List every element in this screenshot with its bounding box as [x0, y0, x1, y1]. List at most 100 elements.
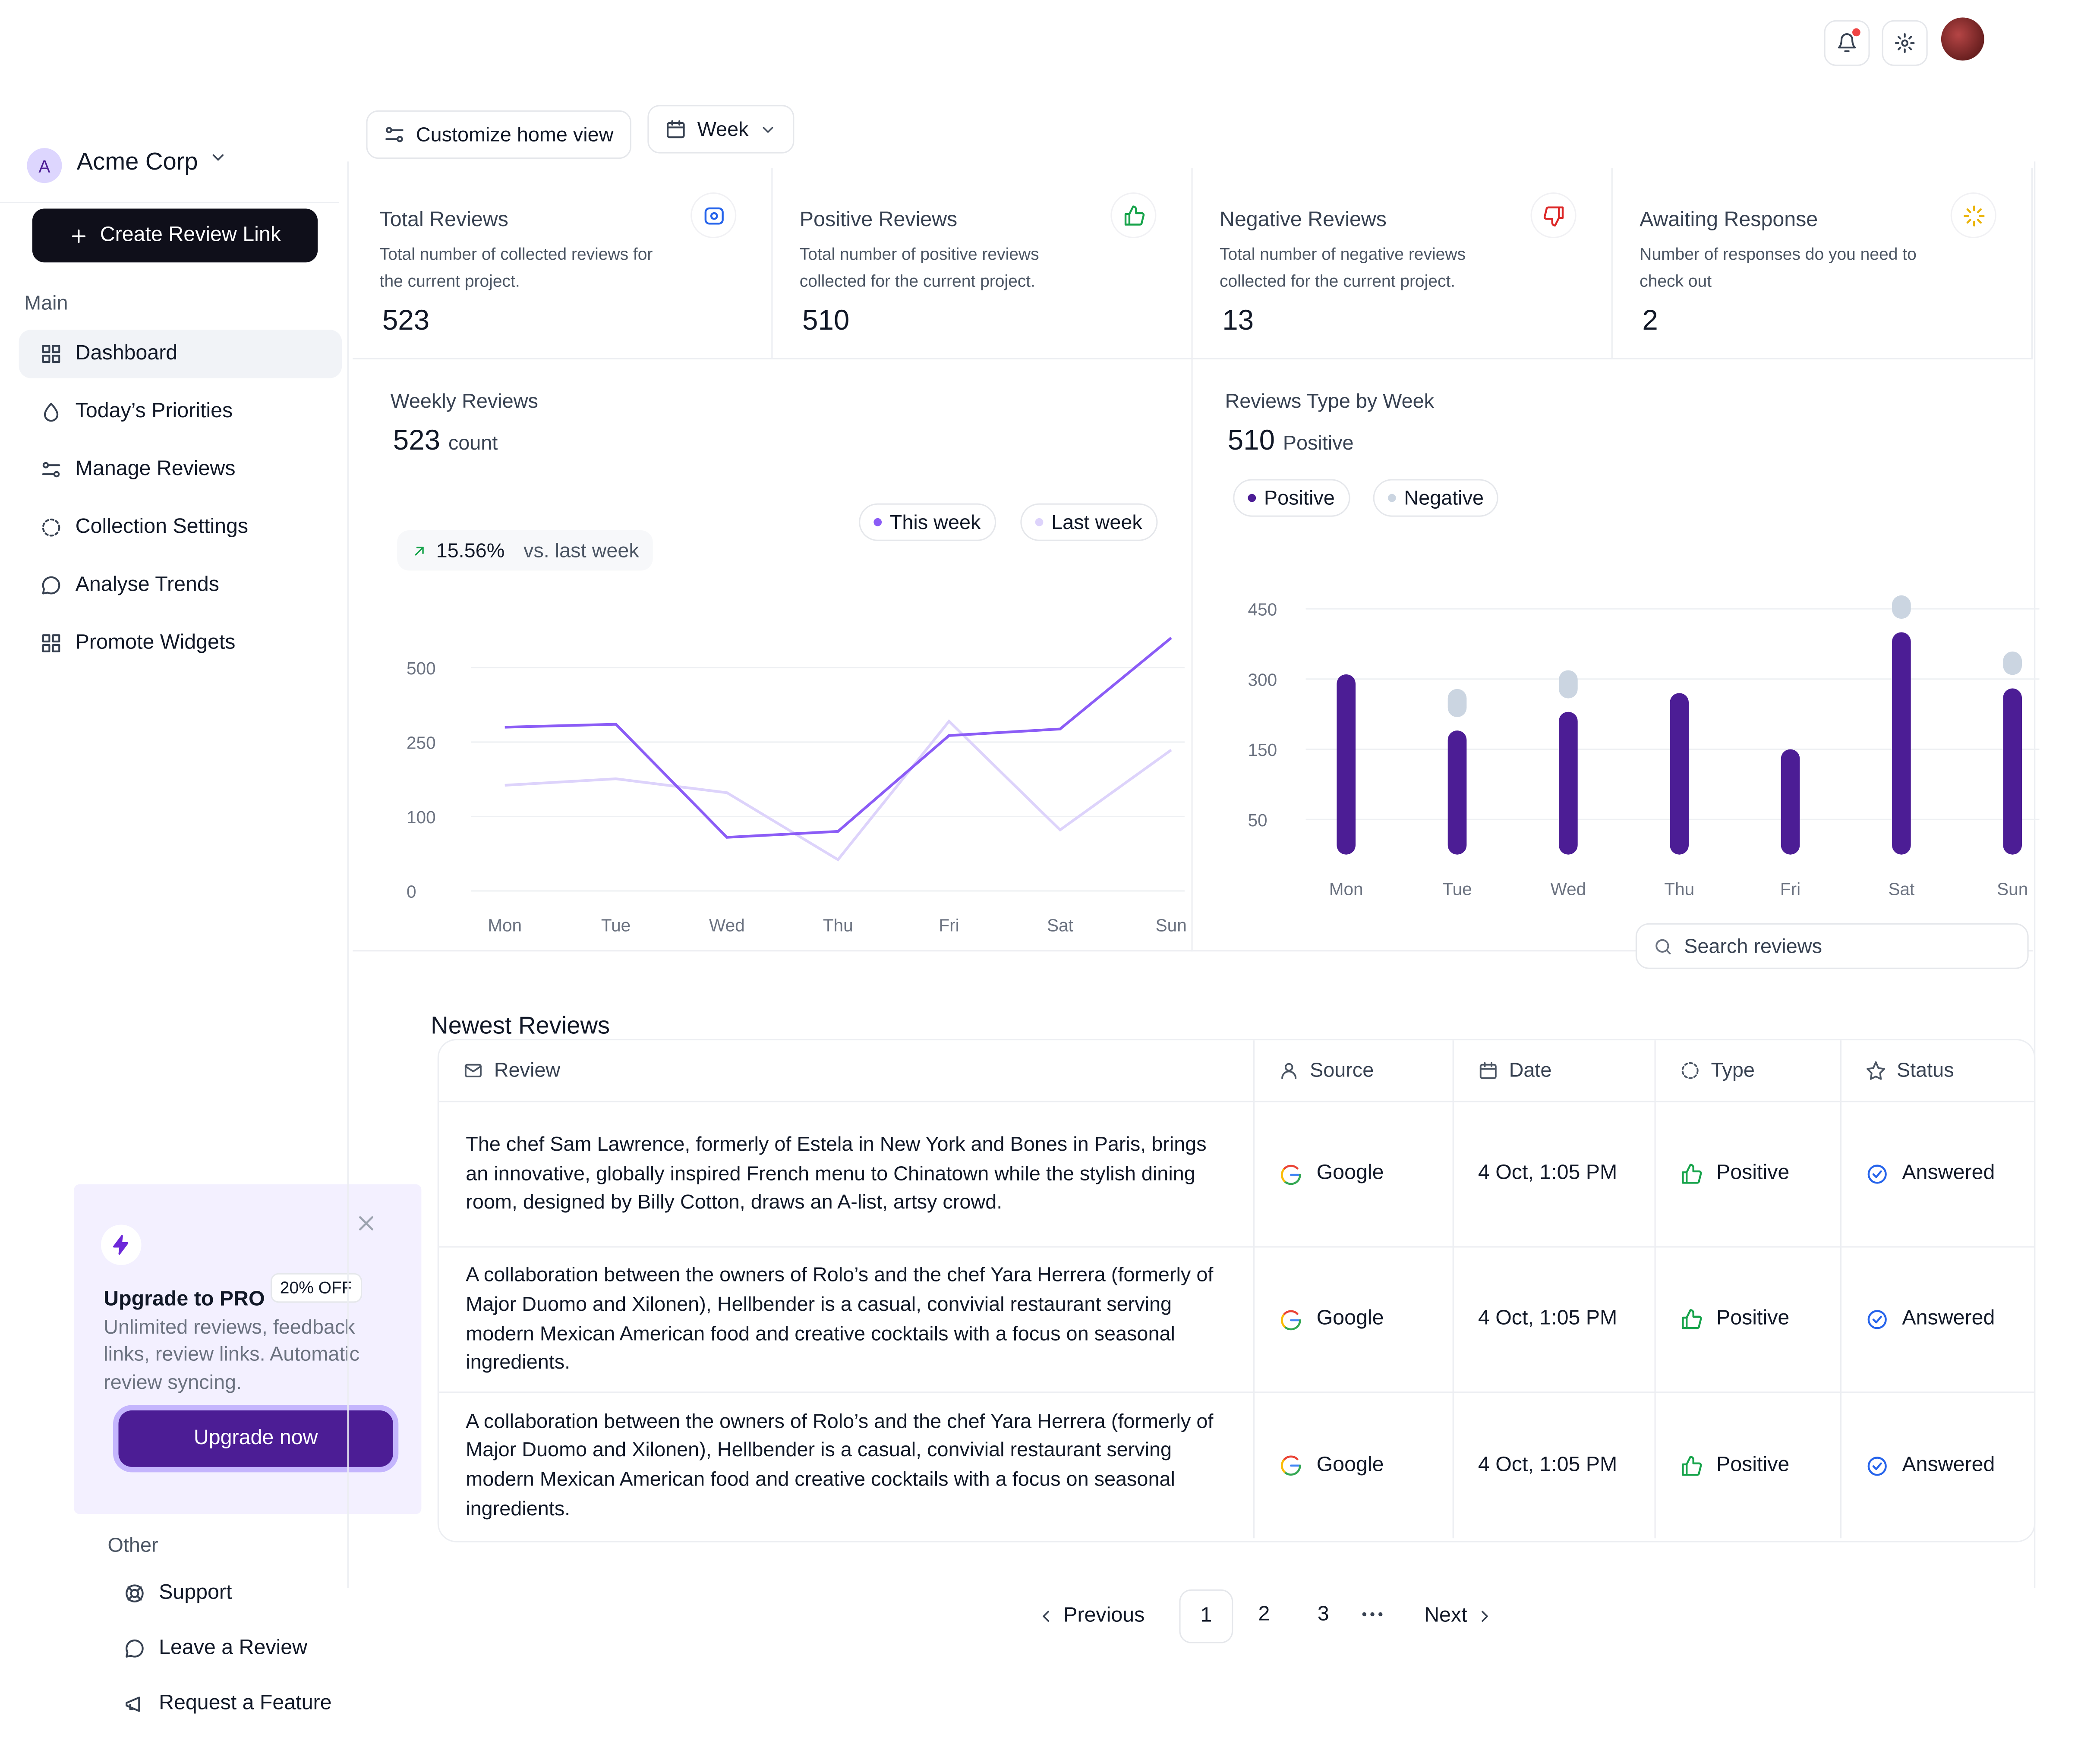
bar — [1447, 730, 1467, 855]
nav-item[interactable]: Analyse Trends — [19, 561, 342, 610]
legend-label: Negative — [1404, 486, 1484, 510]
workspace-name[interactable]: Acme Corp — [76, 148, 198, 175]
cell-text: Google — [1316, 1161, 1384, 1185]
page-button[interactable]: 3 — [1317, 1602, 1329, 1626]
icon-shape — [113, 1235, 129, 1255]
pagination-label: Previous — [1063, 1604, 1145, 1627]
stat-icon — [1110, 192, 1157, 239]
x-tick-label: Sun — [1156, 915, 1187, 935]
upgrade-button[interactable]: Upgrade now — [118, 1410, 393, 1467]
legend-item[interactable]: Positive — [1233, 479, 1350, 517]
icon-shape — [1838, 33, 1856, 49]
nav-item[interactable]: Dashboard — [19, 330, 342, 378]
avatar[interactable] — [1941, 17, 1984, 61]
cell-text: Google — [1316, 1307, 1384, 1330]
icon — [1838, 33, 1856, 52]
y-tick-label: 0 — [407, 882, 416, 902]
nav-item[interactable]: Support — [124, 1581, 232, 1605]
stat-value: 2 — [1642, 305, 1658, 337]
icon-shape — [126, 1696, 140, 1712]
legend-item[interactable]: Last week — [1020, 503, 1157, 541]
create-button[interactable]: Create Review Link — [32, 208, 318, 263]
bar — [1559, 670, 1578, 699]
nav-item[interactable]: Manage Reviews — [19, 445, 342, 494]
y-tick-label: 250 — [407, 733, 436, 753]
icon — [42, 518, 60, 537]
icon — [1543, 205, 1563, 226]
cell-text: Answered — [1902, 1161, 1995, 1185]
search-input[interactable]: Search reviews — [1635, 923, 2029, 969]
change-pill: 15.56% vs. last week — [397, 530, 653, 571]
legend-item[interactable]: Negative — [1373, 479, 1499, 517]
column-header: Date — [1452, 1040, 1655, 1102]
nav-label: Today’s Priorities — [75, 400, 233, 423]
nav-item[interactable]: Today’s Priorities — [19, 387, 342, 436]
x-tick-label: Sat — [1888, 879, 1914, 899]
icon-shape — [126, 1584, 144, 1602]
icon-shape — [1867, 1456, 1887, 1475]
icon-button[interactable] — [1882, 20, 1928, 66]
icon-shape — [1284, 1063, 1293, 1072]
headline-value: 510 — [1227, 425, 1275, 456]
icon-shape — [1901, 39, 1908, 47]
icon — [1281, 1455, 1301, 1476]
page-button[interactable]: 1 — [1179, 1589, 1233, 1643]
icon — [42, 576, 60, 595]
table-cell: Answered — [1840, 1393, 2034, 1539]
discount-badge: 20% OFF — [270, 1273, 362, 1303]
table-cell: The chef Sam Lawrence, formerly of Estel… — [438, 1102, 1253, 1248]
icon-shape — [52, 355, 60, 363]
column-label: Date — [1509, 1059, 1552, 1082]
legend-label: Positive — [1264, 486, 1335, 510]
nav-item[interactable]: Promote Widgets — [19, 619, 342, 667]
table-cell: Positive — [1654, 1393, 1840, 1539]
headline-unit: count — [448, 432, 498, 455]
legend-label: Last week — [1051, 510, 1142, 534]
table-cell: Google — [1253, 1247, 1453, 1393]
icon — [1655, 938, 1671, 954]
icon-shape — [1283, 1455, 1299, 1460]
change-label: vs. last week — [523, 539, 639, 562]
icon — [1963, 205, 1984, 226]
icon — [1281, 1309, 1301, 1330]
x-tick-label: Tue — [601, 915, 631, 935]
cell-text: Positive — [1716, 1161, 1790, 1185]
page-button[interactable]: 2 — [1258, 1602, 1270, 1626]
legend-swatch — [1248, 494, 1256, 502]
stat-title: Negative Reviews — [1219, 208, 1387, 232]
stat-description: Number of responses do you need to check… — [1640, 245, 1917, 291]
pagination-previous[interactable]: Previous — [1037, 1604, 1145, 1628]
pagination-next[interactable]: Next — [1424, 1604, 1494, 1628]
icon — [44, 403, 59, 422]
nav-item[interactable]: Request a Feature — [124, 1692, 332, 1716]
column-label: Review — [494, 1059, 561, 1082]
icon — [359, 1216, 373, 1231]
icon-shape — [42, 462, 49, 469]
icon — [1867, 1310, 1887, 1329]
y-tick-label: 150 — [1248, 740, 1277, 760]
period-select[interactable]: Week — [647, 105, 795, 154]
icon — [42, 462, 60, 478]
icon — [1281, 1164, 1301, 1184]
bar — [1892, 595, 1911, 619]
nav-item[interactable]: Leave a Review — [124, 1637, 307, 1661]
icon-shape — [1867, 1165, 1887, 1184]
section-heading: Other — [107, 1534, 158, 1557]
icon-button[interactable] — [1824, 20, 1870, 66]
icon-shape — [1479, 1062, 1497, 1070]
icon-shape — [763, 126, 773, 132]
legend-swatch — [1387, 494, 1396, 502]
customize-button[interactable]: Customize home view — [366, 110, 631, 159]
x-tick-label: Sat — [1047, 915, 1073, 935]
nav-label: Promote Widgets — [75, 631, 236, 654]
table-cell: Positive — [1654, 1102, 1840, 1248]
icon — [1682, 1309, 1702, 1329]
table-cell: 4 Oct, 1:05 PM — [1452, 1102, 1655, 1248]
nav-item[interactable]: Collection Settings — [19, 504, 342, 552]
y-tick-label: 300 — [1248, 670, 1277, 689]
icon-shape — [667, 120, 685, 129]
legend-item[interactable]: This week — [859, 503, 996, 541]
icon-shape — [42, 355, 50, 363]
cell-text: Positive — [1716, 1307, 1790, 1330]
stat-title: Total Reviews — [379, 208, 508, 232]
